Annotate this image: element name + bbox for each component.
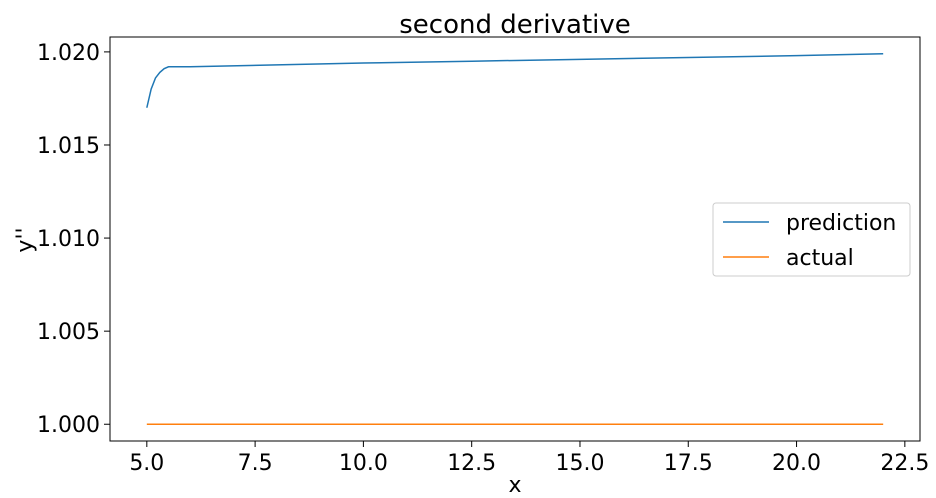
x-tick-label: 15.0: [555, 451, 604, 476]
plot-area: [146, 53, 884, 425]
x-tick-label: 5.0: [129, 451, 164, 476]
y-tick-label: 1.015: [37, 134, 100, 159]
legend-label-prediction: prediction: [786, 211, 896, 236]
chart-title: second derivative: [399, 10, 631, 40]
x-tick-label: 17.5: [664, 451, 713, 476]
x-tick-label: 20.0: [772, 451, 821, 476]
legend: prediction actual: [712, 202, 911, 277]
x-tick-label: 12.5: [447, 451, 496, 476]
series-line-prediction: [146, 53, 884, 108]
x-tick-label: 10.0: [339, 451, 388, 476]
y-tick-label: 1.005: [37, 320, 100, 345]
plot-frame: [109, 36, 921, 442]
y-axis-label: y'': [13, 227, 38, 252]
y-tick-label: 1.000: [37, 413, 100, 438]
x-tick-label: 22.5: [880, 451, 929, 476]
legend-label-actual: actual: [786, 246, 854, 271]
x-tick-label: 7.5: [238, 451, 273, 476]
y-tick-label: 1.020: [37, 41, 100, 66]
x-axis-label: x: [508, 473, 521, 498]
y-tick-label: 1.010: [37, 227, 100, 252]
